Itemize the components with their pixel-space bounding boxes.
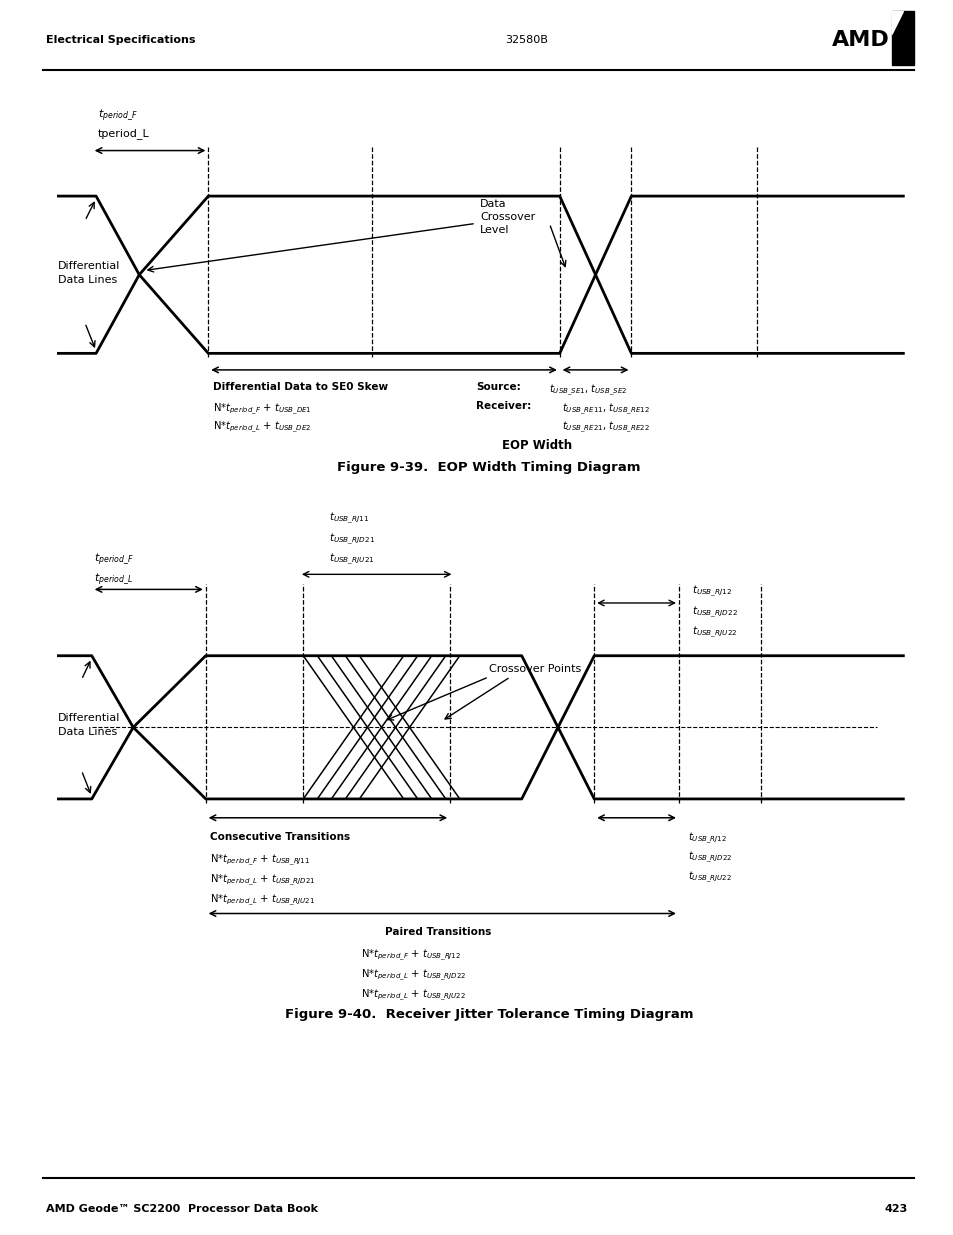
Text: $t_{period\_F}$: $t_{period\_F}$ bbox=[98, 107, 137, 122]
Text: $t_{USB\_RJU22}$: $t_{USB\_RJU22}$ bbox=[691, 625, 737, 640]
Text: Paired Transitions: Paired Transitions bbox=[385, 927, 491, 937]
Text: $t_{USB\_RJU22}$: $t_{USB\_RJU22}$ bbox=[687, 869, 731, 885]
Text: EOP Width: EOP Width bbox=[501, 438, 572, 452]
Text: N*$t_{period\_F}$ + $t_{USB\_RJ12}$: N*$t_{period\_F}$ + $t_{USB\_RJ12}$ bbox=[361, 948, 461, 963]
Text: N*$t_{period\_L}$ + $t_{USB\_RJD21}$: N*$t_{period\_L}$ + $t_{USB\_RJD21}$ bbox=[210, 873, 315, 888]
Text: $t_{USB\_RJ11}$: $t_{USB\_RJ11}$ bbox=[329, 511, 369, 526]
Text: $t_{USB\_RJ12}$: $t_{USB\_RJ12}$ bbox=[691, 584, 731, 599]
Text: Receiver:: Receiver: bbox=[476, 401, 531, 411]
Text: Data
Crossover
Level: Data Crossover Level bbox=[479, 199, 535, 235]
Text: Electrical Specifications: Electrical Specifications bbox=[46, 35, 195, 44]
Text: AMD: AMD bbox=[831, 30, 889, 49]
Text: N*$t_{period\_F}$ + $t_{USB\_RJ11}$: N*$t_{period\_F}$ + $t_{USB\_RJ11}$ bbox=[210, 853, 310, 868]
Text: N*$t_{period\_L}$ + $t_{USB\_DE2}$: N*$t_{period\_L}$ + $t_{USB\_DE2}$ bbox=[213, 420, 311, 435]
Text: $t_{USB\_RJD21}$: $t_{USB\_RJD21}$ bbox=[329, 531, 375, 547]
Text: Source:: Source: bbox=[476, 383, 520, 393]
Text: AMD Geode™ SC2200  Processor Data Book: AMD Geode™ SC2200 Processor Data Book bbox=[46, 1204, 317, 1214]
Text: $t_{USB\_RJD22}$: $t_{USB\_RJD22}$ bbox=[687, 850, 731, 866]
Polygon shape bbox=[891, 11, 902, 35]
Text: 32580B: 32580B bbox=[505, 35, 548, 44]
Polygon shape bbox=[891, 11, 913, 65]
Text: $t_{USB\_RE11}$, $t_{USB\_RE12}$: $t_{USB\_RE11}$, $t_{USB\_RE12}$ bbox=[561, 401, 650, 416]
Text: 423: 423 bbox=[884, 1204, 907, 1214]
Text: Figure 9-40.  Receiver Jitter Tolerance Timing Diagram: Figure 9-40. Receiver Jitter Tolerance T… bbox=[284, 1009, 693, 1021]
Text: N*$t_{period\_L}$ + $t_{USB\_RJU22}$: N*$t_{period\_L}$ + $t_{USB\_RJU22}$ bbox=[361, 987, 466, 1003]
Text: tperiod_L: tperiod_L bbox=[98, 128, 150, 140]
Text: Differential
Data Lines: Differential Data Lines bbox=[58, 262, 120, 284]
Text: Differential
Data Lines: Differential Data Lines bbox=[58, 714, 120, 736]
Text: Crossover Points: Crossover Points bbox=[489, 664, 580, 674]
Text: N*$t_{period\_L}$ + $t_{USB\_RJD22}$: N*$t_{period\_L}$ + $t_{USB\_RJD22}$ bbox=[361, 968, 466, 983]
Text: $t_{period\_L}$: $t_{period\_L}$ bbox=[93, 571, 132, 587]
Text: Figure 9-39.  EOP Width Timing Diagram: Figure 9-39. EOP Width Timing Diagram bbox=[336, 461, 640, 474]
Text: N*$t_{period\_L}$ + $t_{USB\_RJU21}$: N*$t_{period\_L}$ + $t_{USB\_RJU21}$ bbox=[210, 893, 314, 908]
Text: $t_{USB\_RJU21}$: $t_{USB\_RJU21}$ bbox=[329, 552, 375, 567]
Text: $t_{USB\_SE1}$, $t_{USB\_SE2}$: $t_{USB\_SE1}$, $t_{USB\_SE2}$ bbox=[549, 383, 627, 398]
Text: $t_{USB\_RJD22}$: $t_{USB\_RJD22}$ bbox=[691, 604, 737, 620]
Text: $t_{USB\_RE21}$, $t_{USB\_RE22}$: $t_{USB\_RE21}$, $t_{USB\_RE22}$ bbox=[561, 420, 650, 435]
Text: N*$t_{period\_F}$ + $t_{USB\_DE1}$: N*$t_{period\_F}$ + $t_{USB\_DE1}$ bbox=[213, 401, 311, 416]
Text: Consecutive Transitions: Consecutive Transitions bbox=[210, 832, 350, 842]
Text: Differential Data to SE0 Skew: Differential Data to SE0 Skew bbox=[213, 383, 387, 393]
Text: $t_{period\_F}$: $t_{period\_F}$ bbox=[93, 551, 133, 567]
Text: $t_{USB\_RJ12}$: $t_{USB\_RJ12}$ bbox=[687, 831, 725, 846]
